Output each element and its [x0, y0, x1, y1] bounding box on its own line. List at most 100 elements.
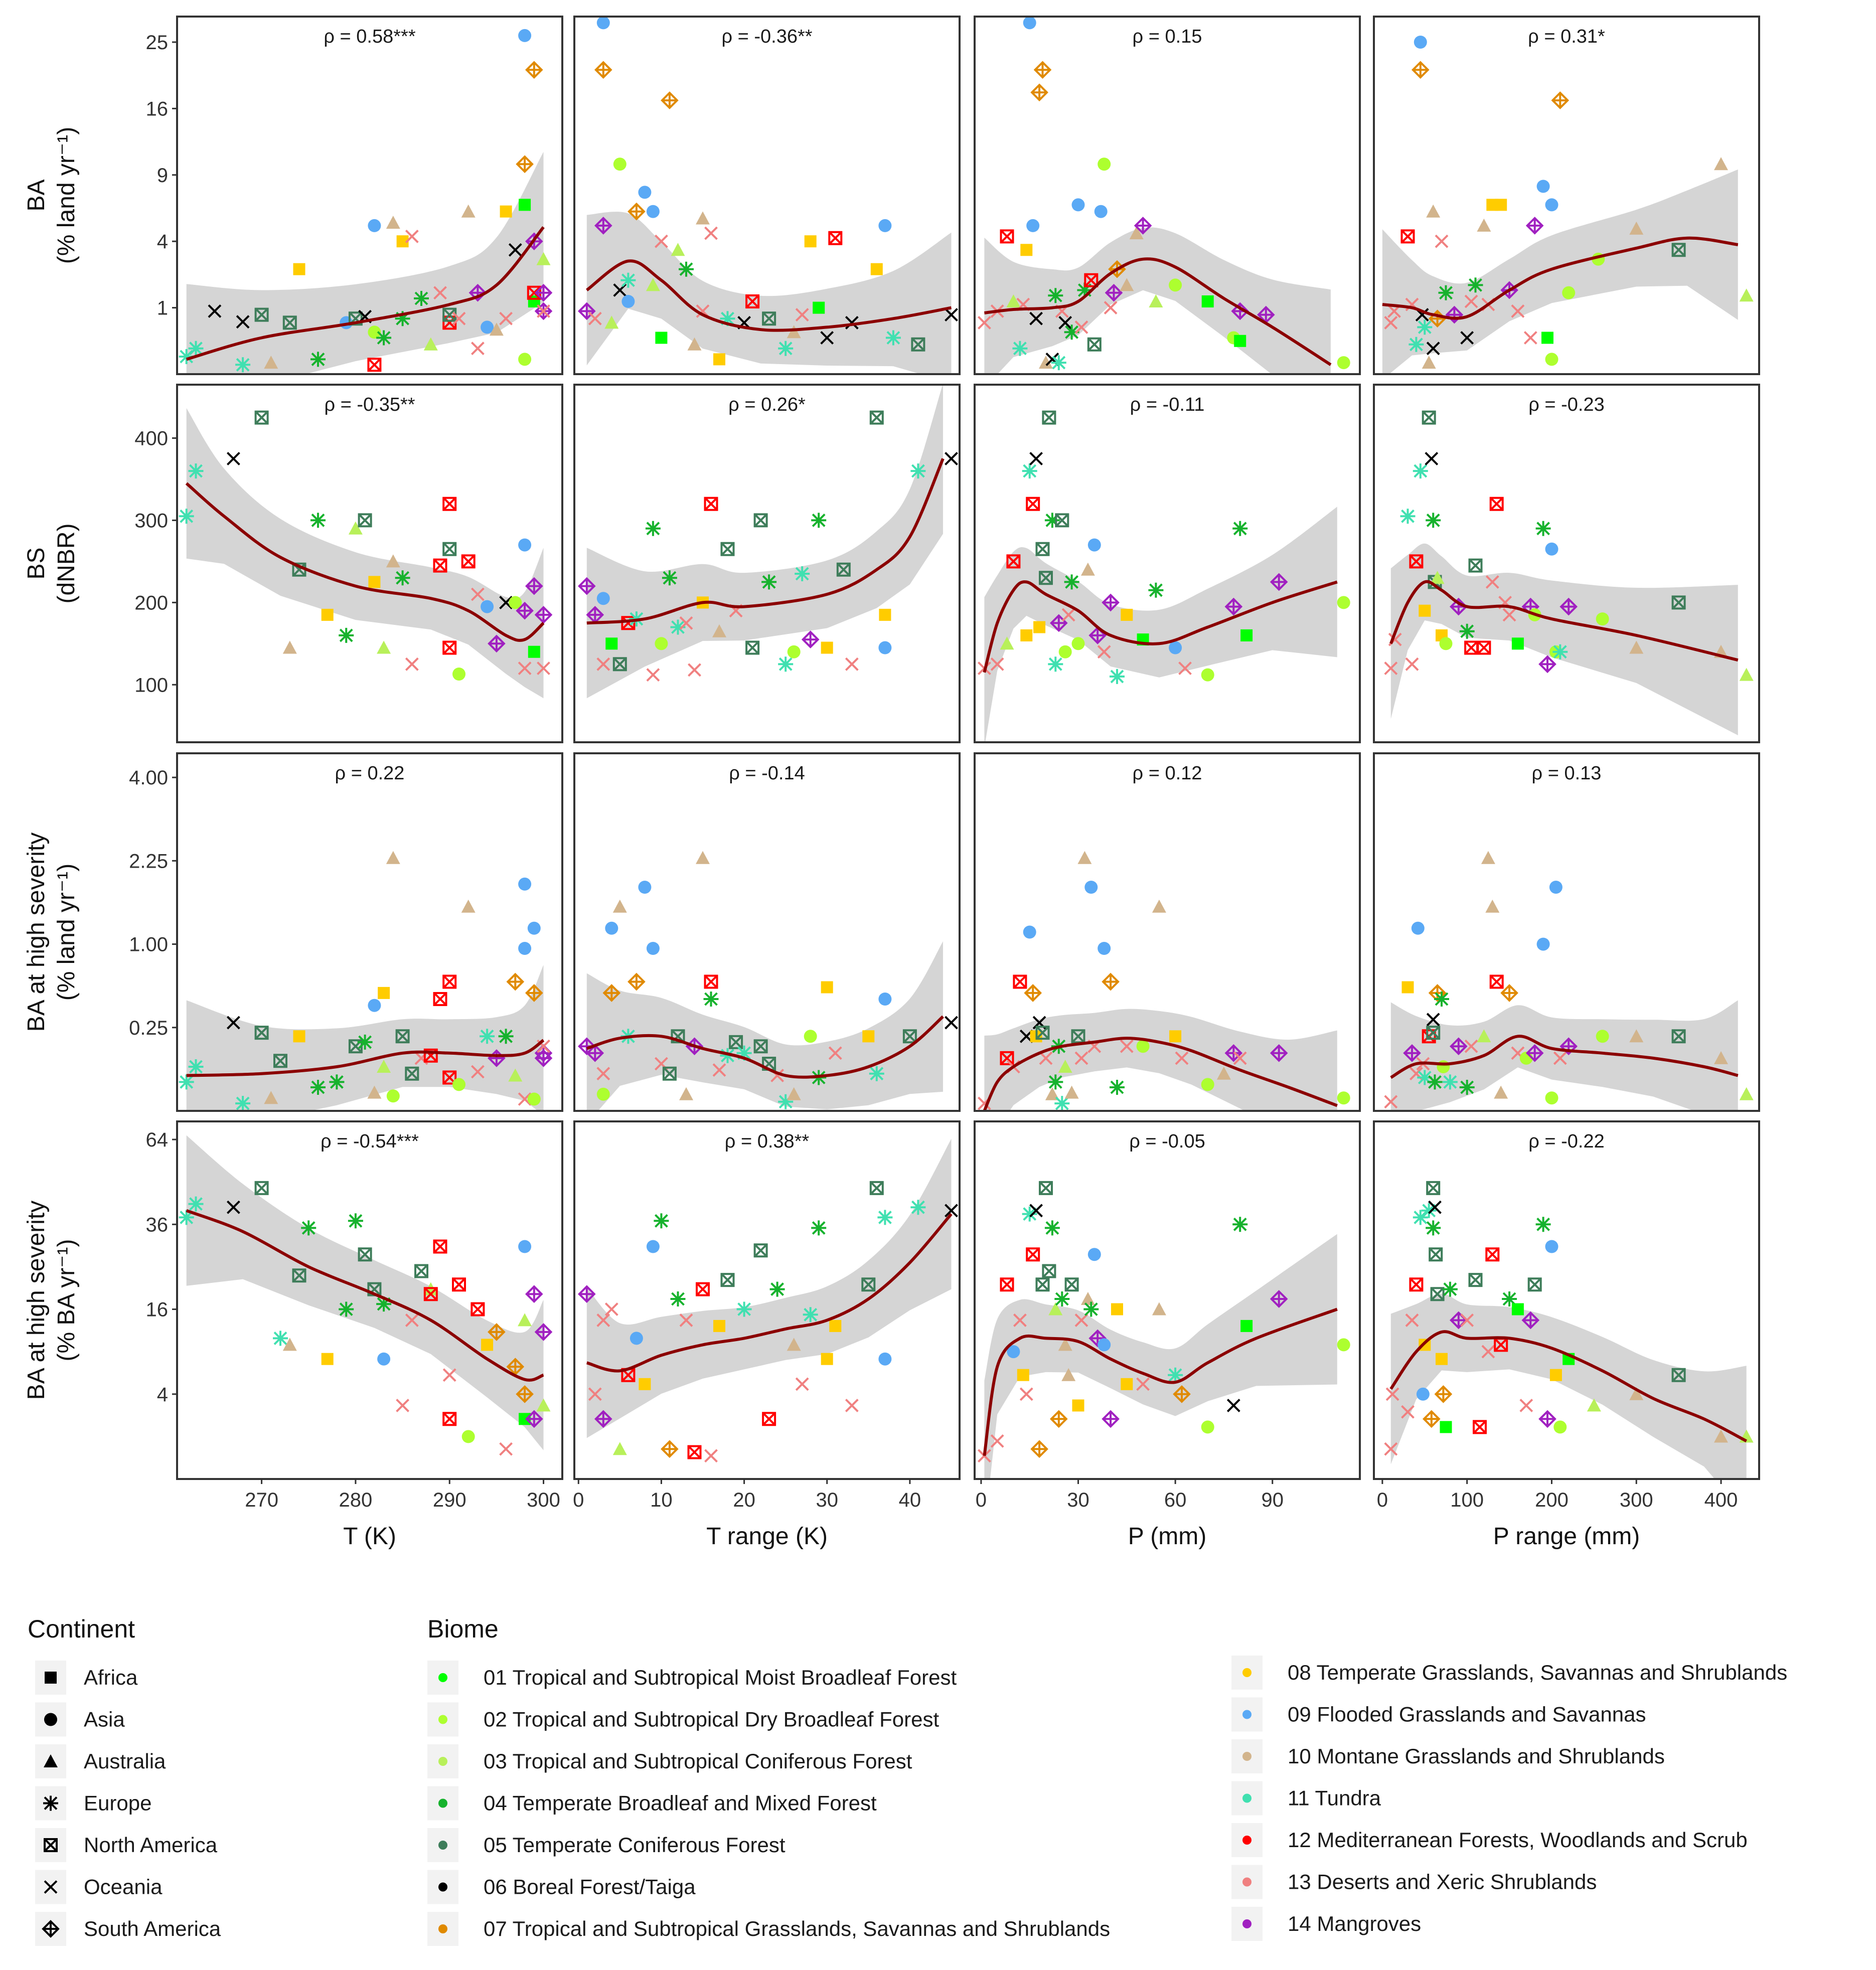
data-point: [1429, 1247, 1443, 1262]
data-point: [1481, 1345, 1495, 1359]
data-point: [329, 1074, 345, 1090]
x-tick-label: 30: [816, 1489, 838, 1511]
data-point: [226, 1200, 240, 1214]
data-point: [461, 1430, 475, 1443]
data-point: [712, 1063, 726, 1077]
panel-border: [176, 752, 563, 1112]
y-tick-label: 9: [157, 165, 168, 187]
data-point: [588, 311, 602, 325]
data-point: [1538, 655, 1556, 674]
data-point: [670, 1291, 686, 1306]
data-point: [1087, 337, 1102, 352]
data-point: [1494, 1085, 1508, 1099]
legend-swatch: [438, 1757, 447, 1766]
data-point: [654, 1213, 669, 1229]
data-point: [386, 216, 400, 229]
rho-label: ρ = -0.14: [729, 763, 805, 784]
data-point: [442, 542, 457, 556]
data-point: [1121, 1378, 1133, 1390]
data-point: [525, 1285, 543, 1303]
data-point: [1173, 1385, 1191, 1403]
data-point: [1201, 668, 1214, 682]
legend: Continent Africa Asia Australia Europe North …: [28, 1615, 1787, 1946]
data-point: [1087, 1248, 1101, 1261]
data-point: [1006, 554, 1021, 569]
data-point: [745, 640, 760, 655]
panel-BS-col3: ρ = -0.11: [974, 384, 1361, 743]
data-point: [395, 311, 410, 326]
data-point: [386, 1089, 400, 1103]
rho-label: ρ = 0.26*: [728, 394, 806, 415]
data-point: [1403, 1044, 1421, 1062]
data-point: [596, 17, 610, 30]
data-point: [452, 311, 466, 325]
data-point: [1468, 558, 1483, 573]
data-point: [1596, 1030, 1609, 1043]
loess-line: [186, 1039, 545, 1077]
data-point: [1500, 984, 1518, 1002]
data-point: [518, 1092, 532, 1106]
data-point: [1064, 324, 1079, 340]
data-point: [442, 640, 457, 655]
data-point: [720, 311, 735, 326]
data-point: [821, 981, 833, 994]
x-tick-label: 90: [1261, 1489, 1284, 1511]
data-point: [1629, 1029, 1644, 1043]
data-point: [1270, 1044, 1288, 1062]
data-point: [1545, 542, 1558, 556]
y-tick-label: 64: [146, 1129, 169, 1151]
data-point: [1058, 315, 1072, 330]
data-point: [1134, 217, 1152, 235]
y-tick-label: 0.25: [129, 1017, 168, 1039]
data-point: [488, 1323, 506, 1341]
data-point: [687, 337, 702, 351]
data-point: [527, 1092, 541, 1106]
y-axis-title: BA at high severity: [23, 1201, 50, 1400]
panel-BAhs_BA-col3: ρ = -0.05: [974, 1120, 1361, 1480]
data-point: [1405, 657, 1419, 671]
legend-title-biome: Biome: [427, 1615, 499, 1643]
data-point: [787, 645, 801, 659]
rho-label: ρ = 0.15: [1133, 26, 1202, 47]
data-point: [527, 285, 541, 300]
data-point: [1442, 1281, 1458, 1297]
y-tick-label: 300: [134, 510, 168, 532]
rho-label: ρ = 0.13: [1532, 763, 1602, 784]
data-point: [655, 332, 668, 344]
data-point: [1511, 637, 1524, 650]
data-point: [1545, 1091, 1558, 1105]
data-point: [679, 616, 693, 630]
data-point: [1384, 1442, 1398, 1456]
data-point: [1426, 1013, 1440, 1027]
data-point: [396, 1398, 410, 1412]
data-point: [1502, 1291, 1517, 1306]
data-point: [801, 630, 820, 648]
data-point: [1714, 1051, 1728, 1064]
data-point: [1148, 582, 1164, 598]
data-point: [506, 972, 525, 991]
rho-label: ρ = -0.05: [1129, 1131, 1205, 1152]
data-point: [1545, 198, 1558, 212]
data-point: [910, 463, 926, 479]
data-point: [704, 974, 718, 989]
data-point: [910, 1200, 926, 1215]
data-point: [655, 637, 668, 650]
data-point: [945, 1204, 958, 1218]
x-tick-label: 40: [899, 1489, 921, 1511]
data-point: [878, 1352, 892, 1366]
x-tick-label: 300: [527, 1489, 560, 1511]
data-point: [1240, 629, 1253, 641]
data-point: [282, 640, 297, 654]
data-point: [498, 1029, 514, 1044]
data-point: [753, 513, 768, 528]
data-point: [1270, 573, 1288, 591]
y-axis-title: (% land yr⁻¹): [53, 864, 80, 1001]
data-point: [518, 29, 532, 42]
data-point: [1671, 1368, 1686, 1382]
data-point: [828, 1046, 842, 1060]
data-point: [1026, 497, 1040, 511]
legend-key-square: [45, 1672, 57, 1684]
data-point: [646, 668, 660, 682]
data-point: [1552, 644, 1568, 660]
data-point: [518, 662, 532, 675]
